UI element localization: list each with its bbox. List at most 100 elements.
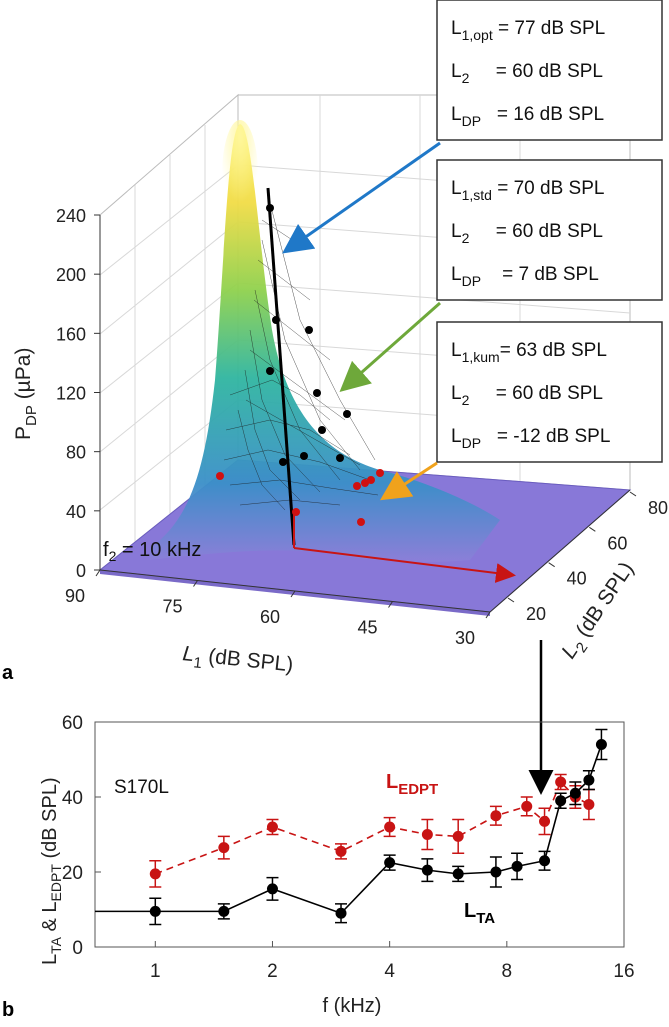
data-point-L_TA [421, 864, 433, 876]
y-tick [629, 491, 637, 497]
data-point-L_TA [555, 795, 567, 807]
b-y-tick-label: 20 [62, 863, 83, 884]
info-line: L1,kum= 63 dB SPL [451, 340, 607, 365]
x-tick-labels: 90 75 60 45 30 [65, 569, 491, 648]
z-tick-label: 200 [56, 265, 86, 285]
z-tick-label: 0 [76, 561, 86, 581]
data-point-L_TA [452, 868, 464, 880]
info-boxes: L1,opt = 77 dB SPL L2 = 60 dB SPL LDP = 16… [436, 0, 663, 463]
z-tick-label: 120 [56, 384, 86, 404]
info-line: L2 = 60 dB SPL [451, 61, 603, 86]
y-tick-labels: 20 40 60 80 [507, 491, 668, 624]
data-point-L_EDPT [218, 842, 230, 854]
info-box-kum [436, 321, 663, 463]
b-y-tick-label: 0 [72, 938, 83, 959]
x-tick [290, 590, 296, 598]
data-point-L_TA [149, 905, 161, 917]
z-tick-labels: 0 40 80 120 160 200 240 [56, 206, 100, 581]
data-point-L_TA [384, 857, 396, 869]
y-tick [507, 597, 515, 603]
b-series [95, 728, 608, 926]
panel-b: 0 20 40 60 1 2 4 8 16 LTA & LEDPT (dB SPL) f (kH… [2, 713, 635, 1021]
data-point-L_EDPT [452, 830, 464, 842]
data-point-L_TA [539, 855, 551, 867]
info-box-opt [436, 0, 663, 141]
data-point-L_EDPT [384, 821, 396, 833]
x-tick-label: 45 [357, 618, 377, 638]
y-tick-label: 60 [607, 533, 627, 553]
l2-red-arrow [293, 547, 516, 583]
data-point-L_TA [583, 774, 595, 786]
arrow-opt [282, 141, 441, 254]
info-line: L2 = 60 dB SPL [451, 221, 603, 246]
x-tick-label: 30 [455, 628, 475, 648]
z-tick-label: 80 [66, 443, 86, 463]
data-point-L_EDPT [583, 799, 595, 810]
b-y-tick-label: 60 [62, 713, 83, 734]
arrow-kum [379, 461, 438, 501]
x-axis-title: L1 (dB SPL) [181, 642, 294, 681]
series-line-L_EDPT [155, 780, 590, 875]
x-tick [95, 569, 101, 577]
panel-label-b: b [2, 999, 14, 1021]
x-tick [485, 611, 491, 619]
arrow-std [339, 301, 441, 392]
b-y-tick-label: 40 [62, 788, 83, 809]
data-point-L_TA [490, 866, 502, 878]
data-point-L_EDPT [149, 868, 161, 880]
info-line: L1,std = 70 dB SPL [451, 178, 604, 203]
black-points [266, 204, 351, 466]
data-point-L_EDPT [335, 845, 347, 857]
info-line: L1,opt = 77 dB SPL [451, 18, 605, 43]
edpt-legend-label: LEDPT [386, 771, 438, 798]
b-x-tick-label: 2 [267, 961, 278, 982]
z-tick-label: 160 [56, 324, 86, 344]
panel-label-a: a [2, 662, 14, 684]
z-axis-title: PDP (µPa) [12, 348, 40, 440]
b-x-tick-label: 1 [150, 961, 161, 982]
z-tick-label: 240 [56, 206, 86, 226]
panel-a: 0 40 80 120 160 200 240 90 75 60 45 30 20 40 60 80 PD… [2, 0, 668, 684]
x-tick-label: 90 [65, 586, 85, 606]
y-tick [548, 562, 555, 568]
mesh-grid [223, 194, 379, 511]
data-point-L_TA [511, 860, 523, 872]
series-line-L_TA [95, 744, 603, 915]
x-tick [193, 580, 198, 587]
x-tick-label: 60 [260, 607, 280, 627]
z-tick-label: 40 [66, 502, 86, 522]
x-tick [388, 601, 393, 608]
data-point-L_EDPT [421, 829, 433, 840]
data-point-L_EDPT [521, 800, 533, 812]
info-line: L2 = 60 dB SPL [451, 383, 603, 408]
b-x-axis-title: f (kHz) [323, 995, 382, 1017]
data-point-L_TA [595, 739, 607, 750]
plot-frame-b [94, 721, 625, 948]
y-tick-label: 80 [648, 498, 668, 518]
data-point-L_EDPT [266, 821, 278, 833]
data-point-L_EDPT [490, 810, 502, 822]
data-point-L_TA [335, 907, 347, 919]
y-tick-label: 20 [526, 604, 546, 624]
data-point-L_TA [266, 883, 278, 895]
y-tick [589, 526, 596, 532]
b-x-tick-label: 16 [613, 961, 634, 982]
b-axes: 0 20 40 60 1 2 4 8 16 [62, 713, 635, 982]
b-x-tick-label: 4 [384, 961, 395, 982]
ta-legend-label: LTA [464, 900, 495, 927]
info-line: LDP = 7 dB SPL [451, 264, 599, 289]
data-point-L_TA [218, 905, 230, 917]
data-point-L_TA [569, 787, 581, 799]
surface-peak [150, 124, 500, 563]
info-line: LDP = -12 dB SPL [451, 426, 610, 451]
f2-annotation: f2 = 10 kHz [103, 539, 201, 564]
x-tick-label: 75 [162, 597, 182, 617]
info-line: LDP = 16 dB SPL [451, 104, 604, 129]
y-tick-label: 40 [567, 569, 587, 589]
data-point-L_EDPT [555, 776, 567, 788]
data-point-L_EDPT [539, 815, 551, 827]
b-y-axis-title: LTA & LEDPT (dB SPL) [39, 777, 64, 965]
info-box-std [436, 159, 663, 301]
